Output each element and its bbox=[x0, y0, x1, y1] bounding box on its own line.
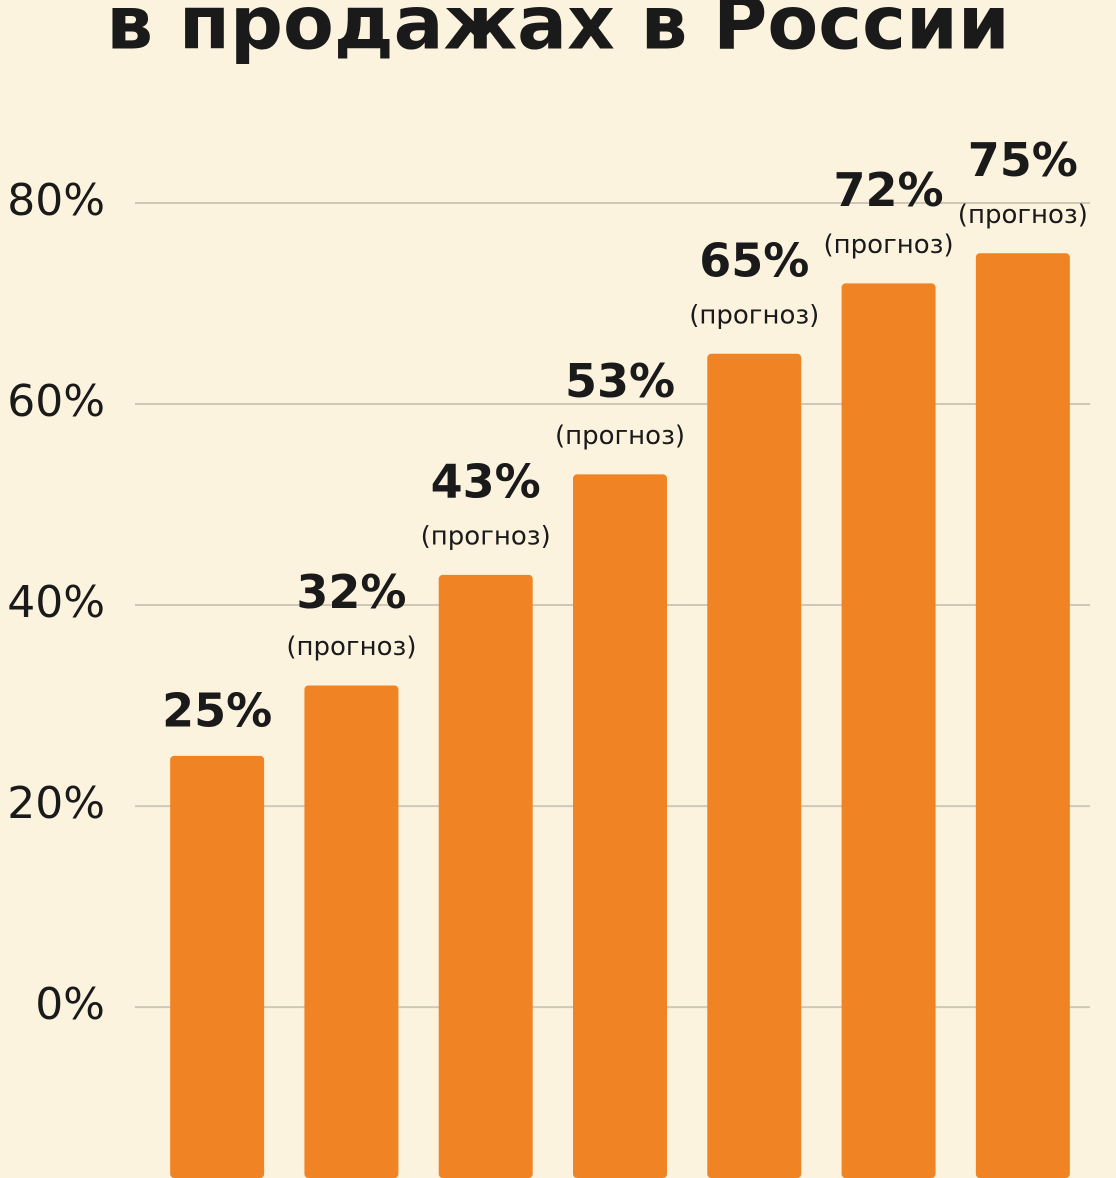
y-tick-label: 60% bbox=[7, 376, 105, 427]
data-label: 25% bbox=[162, 683, 272, 737]
y-tick-label: 20% bbox=[7, 778, 105, 829]
y-tick-label: 0% bbox=[35, 979, 105, 1030]
data-note: (прогноз) bbox=[958, 200, 1088, 230]
data-label: 43% bbox=[431, 454, 541, 508]
data-label: 75% bbox=[968, 133, 1078, 187]
bar bbox=[304, 685, 399, 1178]
bar bbox=[975, 253, 1070, 1178]
y-tick-label: 40% bbox=[7, 577, 105, 628]
data-label: 32% bbox=[296, 565, 406, 619]
bar bbox=[707, 353, 802, 1178]
data-note: (прогноз) bbox=[824, 230, 954, 260]
bar bbox=[841, 283, 936, 1178]
chart-title: в продажах в России bbox=[106, 0, 1009, 67]
data-label: 53% bbox=[565, 354, 675, 408]
bar bbox=[170, 755, 265, 1178]
bar bbox=[573, 474, 667, 1178]
y-tick-label: 80% bbox=[7, 175, 105, 226]
data-note: (прогноз) bbox=[555, 421, 685, 451]
data-note: (прогноз) bbox=[421, 521, 551, 551]
data-label: 72% bbox=[834, 163, 944, 217]
bar bbox=[438, 574, 533, 1178]
data-note: (прогноз) bbox=[286, 632, 416, 662]
data-note: (прогноз) bbox=[689, 300, 819, 330]
data-label: 65% bbox=[699, 233, 809, 287]
